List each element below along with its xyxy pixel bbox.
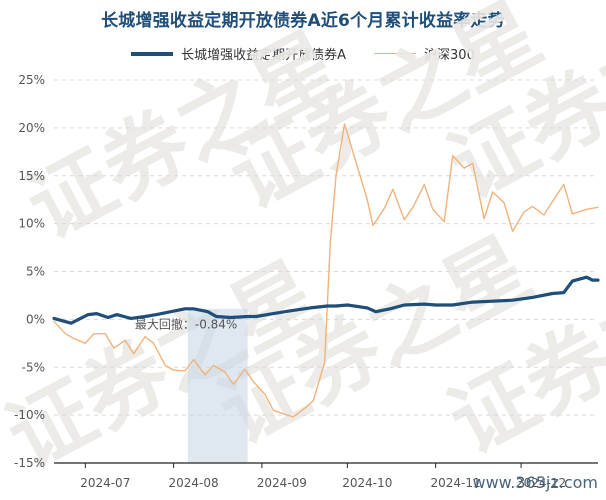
legend-swatch-hs300 (374, 53, 417, 54)
y-tick-label-4: 10% (18, 217, 45, 231)
x-tick-label-4: 2024-10 (342, 476, 392, 490)
y-tick-label-2: 20% (18, 121, 45, 135)
x-tick-label-6: 2024-12 (516, 476, 566, 490)
y-tick-label-1: 25% (18, 73, 45, 87)
max-drawdown-label: 最大回撤：-0.84% (135, 316, 237, 331)
x-tick-label-5: 2024-11 (431, 476, 481, 490)
legend-item-hs300: 沪深300 (374, 44, 475, 63)
y-tick-label-6: 0% (26, 312, 45, 326)
x-tick-label-2: 2024-08 (168, 476, 218, 490)
y-tick-label-9: -15% (14, 456, 45, 470)
legend-label-hs300: 沪深300 (424, 48, 475, 63)
x-tick-label-3: 2024-09 (257, 476, 307, 490)
annotation-layer: 最大回撤：-0.84% (135, 316, 237, 331)
site-mark: www.365jz.com (472, 473, 598, 492)
legend-label-fund: 长城增强收益定期开放债券A (181, 48, 347, 63)
series-line-fund (52, 275, 600, 325)
max-drawdown-band (187, 308, 248, 463)
series-line-hs300 (53, 123, 599, 418)
y-tick-label-7: -5% (22, 360, 45, 374)
y-tick-label-5: 5% (26, 265, 45, 279)
y-tick-label-3: 15% (18, 169, 45, 183)
chart-legend: 长城增强收益定期开放债券A 沪深300 (0, 44, 606, 63)
y-tick-label-8: -10% (14, 408, 45, 422)
x-tick-label-1: 2024-07 (80, 476, 130, 490)
series-layer (52, 123, 600, 418)
legend-item-fund: 长城增强收益定期开放债券A (131, 44, 346, 63)
axis-layer: 25% 20% 15% 10% 5% 0% -5% -10% -15% 2024-07 2024-0… (14, 73, 598, 490)
chart-title: 长城增强收益定期开放债券A近6个月累计收益率走势 (101, 11, 505, 31)
drawdown-band-layer (187, 308, 248, 463)
legend-swatch-fund (131, 51, 174, 56)
